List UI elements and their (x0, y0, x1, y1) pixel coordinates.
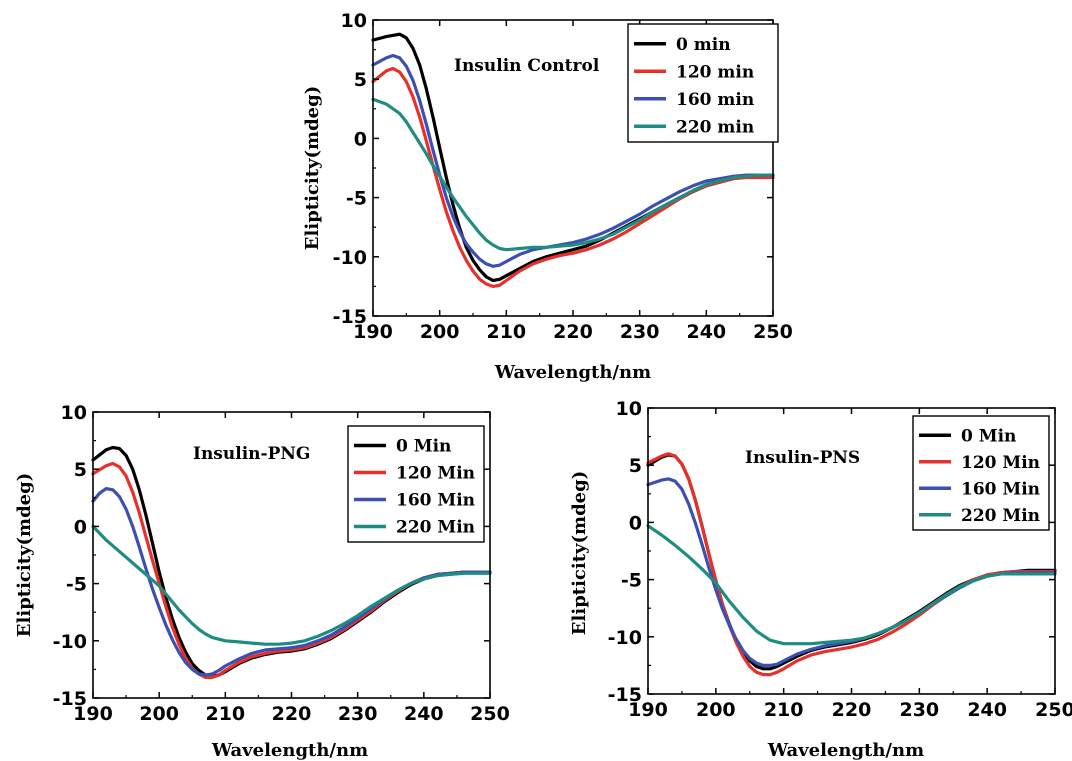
x-tick-label: 230 (899, 699, 939, 721)
x-tick-label: 220 (272, 703, 312, 725)
legend-label: 0 min (676, 35, 731, 55)
legend-label: 120 min (676, 62, 754, 82)
x-axis-label: Wavelength/nm (494, 362, 651, 383)
legend: 0 Min 120 Min 160 Min 220 Min (912, 415, 1050, 531)
legend-label: 160 min (676, 90, 754, 110)
chart-title: Insulin-PNG (193, 444, 310, 464)
legend-label: 120 Min (961, 453, 1040, 473)
series-group (371, 32, 775, 288)
y-tick-label: -10 (53, 631, 87, 653)
y-axis-label: Elipticity(mdeg) (14, 473, 35, 637)
legend-label: 220 Min (961, 506, 1040, 526)
x-axis-label: Wavelength/nm (767, 740, 924, 761)
legend-label: 220 Min (396, 518, 475, 538)
y-tick-label: 0 (74, 516, 87, 538)
legend-label: 120 Min (396, 464, 475, 484)
y-axis-label: Elipticity(mdeg) (302, 86, 323, 250)
series-group (91, 445, 492, 679)
x-tick-label: 250 (470, 703, 510, 725)
x-tick-label: 190 (73, 703, 113, 725)
y-tick-label: -5 (346, 188, 367, 210)
x-tick-label: 220 (553, 321, 593, 343)
series-line-220-min (371, 97, 775, 252)
y-tick-label: -10 (608, 627, 642, 649)
y-tick-label: -15 (608, 684, 642, 706)
legend: 0 Min 120 Min 160 Min 220 Min (347, 425, 485, 543)
y-tick-label: -15 (53, 688, 87, 710)
x-axis-label: Wavelength/nm (211, 740, 368, 761)
chart-title: Insulin Control (454, 56, 600, 76)
x-tick-label: 240 (967, 699, 1007, 721)
legend-label: 220 min (676, 117, 754, 137)
series-group (646, 452, 1057, 677)
x-tick-label: 200 (696, 699, 736, 721)
y-tick-label: 10 (616, 398, 642, 420)
legend-label: 160 Min (961, 479, 1040, 499)
x-tick-label: 220 (832, 699, 872, 721)
series-line-160-min (371, 53, 775, 268)
y-tick-label: -5 (66, 574, 87, 596)
x-tick-label: 230 (620, 321, 660, 343)
series-line-220-min (91, 524, 492, 646)
legend-label: 160 Min (396, 491, 475, 511)
x-tick-label: 250 (1035, 699, 1072, 721)
x-tick-label: 210 (764, 699, 804, 721)
x-tick-label: 230 (338, 703, 378, 725)
chart-panel-insulin-control: Elipticity(mdeg) Wavelength/nm Insulin C… (302, 10, 793, 383)
x-tick-label: 250 (753, 321, 793, 343)
x-tick-label: 200 (139, 703, 179, 725)
y-tick-label: 0 (354, 128, 367, 150)
x-tick-label: 240 (686, 321, 726, 343)
x-tick-label: 210 (486, 321, 526, 343)
x-tick-label: 200 (420, 321, 460, 343)
legend-label: 0 Min (961, 426, 1016, 446)
y-tick-label: 0 (629, 512, 642, 534)
chart-panel-insulin-png: Elipticity(mdeg) Wavelength/nm Insulin-P… (14, 402, 510, 761)
x-tick-label: 240 (404, 703, 444, 725)
y-tick-label: -10 (333, 247, 367, 269)
y-tick-label: 10 (61, 402, 87, 424)
y-tick-label: 5 (74, 459, 87, 481)
y-tick-label: 5 (354, 69, 367, 91)
x-tick-label: 210 (205, 703, 245, 725)
y-tick-label: -5 (621, 570, 642, 592)
y-tick-label: 5 (629, 455, 642, 477)
x-tick-label: 190 (353, 321, 393, 343)
x-tick-label: 190 (628, 699, 668, 721)
chart-panel-insulin-pns: Elipticity(mdeg) Wavelength/nm Insulin-P… (569, 398, 1072, 761)
legend: 0 min 120 min 160 min 220 min (627, 23, 779, 143)
y-tick-label: 10 (341, 10, 367, 32)
y-tick-label: -15 (333, 306, 367, 328)
y-axis-label: Elipticity(mdeg) (569, 471, 590, 635)
series-line-220-min (646, 524, 1057, 646)
chart-title: Insulin-PNS (745, 448, 860, 468)
legend-label: 0 Min (396, 437, 451, 457)
